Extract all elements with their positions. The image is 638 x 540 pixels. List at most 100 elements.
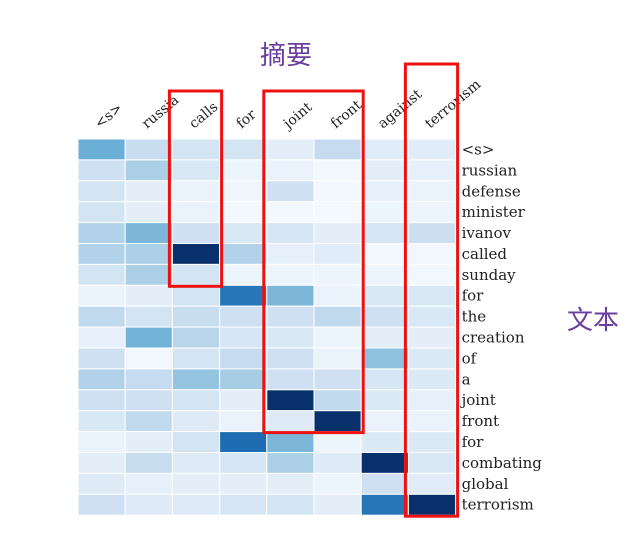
- heatmap-cell: [219, 284, 268, 307]
- heatmap-cell: [407, 284, 457, 307]
- heatmap-cell: [407, 368, 457, 391]
- heatmap-cell: [360, 347, 409, 370]
- heatmap-cell: [266, 368, 315, 391]
- heatmap-cell: [407, 452, 457, 474]
- column-label: russia: [139, 92, 182, 132]
- heatmap-cell: [124, 368, 173, 391]
- row-label: ivanov: [462, 224, 512, 242]
- column-label: for: [233, 107, 259, 133]
- heatmap-cell: [360, 284, 409, 307]
- heatmap-cell: [124, 493, 173, 516]
- row-label: creation: [462, 329, 525, 347]
- heatmap-cell: [124, 201, 173, 224]
- heatmap-cell: [360, 410, 409, 433]
- heatmap-cell: [124, 347, 173, 370]
- heatmap-cell: [313, 452, 362, 474]
- heatmap-cell: [171, 284, 221, 307]
- heatmap-cell: [266, 263, 315, 286]
- row-label: <s>: [462, 140, 495, 158]
- heatmap-cell: [219, 472, 268, 495]
- heatmap-cell: [313, 493, 362, 516]
- heatmap-cell: [77, 305, 126, 328]
- heatmap-cell: [360, 159, 409, 182]
- heatmap-cell: [171, 472, 221, 495]
- heatmap-cell: [77, 201, 126, 224]
- heatmap-cell: [219, 389, 268, 412]
- row-label: called: [462, 245, 508, 263]
- heatmap-cell: [77, 368, 126, 391]
- heatmap-cell: [124, 138, 173, 161]
- heatmap-cell: [360, 201, 409, 224]
- heatmap-cell: [266, 493, 315, 516]
- heatmap-cell: [266, 284, 315, 307]
- heatmap-cell: [124, 222, 173, 245]
- heatmap-cell: [77, 222, 126, 245]
- heatmap-cell: [124, 431, 173, 454]
- column-label: against: [375, 86, 425, 132]
- heatmap-cell: [219, 431, 268, 454]
- heatmap-cell: [360, 222, 409, 245]
- heatmap-cell: [124, 452, 173, 474]
- highlight-box: [403, 62, 460, 518]
- heatmap-cell: [171, 431, 221, 454]
- heatmap-cell: [313, 263, 362, 286]
- heatmap-cell: [77, 452, 126, 474]
- heatmap-cell: [266, 472, 315, 495]
- heatmap-cell: [77, 472, 126, 495]
- column-labels: <s> russia calls for joint front againstterror…: [92, 77, 484, 134]
- heatmap-cell: [219, 222, 268, 245]
- heatmap-cell: [124, 284, 173, 307]
- row-label: terrorism: [462, 496, 534, 514]
- heatmap-cell: [77, 389, 126, 412]
- heatmap-cell: [266, 222, 315, 245]
- heatmap-cell: [171, 222, 221, 245]
- heatmap-cell: [219, 368, 268, 391]
- heatmap-cell: [407, 326, 457, 349]
- heatmap-cell: [407, 180, 457, 203]
- heatmap-cell: [407, 222, 457, 245]
- heatmap-cell: [266, 243, 315, 265]
- heatmap-cell: [219, 410, 268, 433]
- heatmap-cell: [313, 431, 362, 454]
- row-label: for: [462, 433, 485, 451]
- heatmap-cell: [313, 347, 362, 370]
- row-label: global: [462, 475, 509, 493]
- heatmap-cell: [77, 493, 126, 516]
- heatmap-cell: [77, 410, 126, 433]
- heatmap-cell: [266, 138, 315, 161]
- heatmap-cell: [266, 452, 315, 474]
- heatmap-cell: [313, 326, 362, 349]
- highlight-box: [262, 89, 365, 435]
- heatmap-cell: [124, 180, 173, 203]
- heatmap-cell: [171, 493, 221, 516]
- heatmap-cell: [360, 368, 409, 391]
- heatmap-cell: [124, 243, 173, 265]
- heatmap-cell: [219, 326, 268, 349]
- heatmap-cell: [407, 159, 457, 182]
- heatmap-cell: [77, 347, 126, 370]
- heatmap-cell: [313, 368, 362, 391]
- heatmap-cell: [219, 347, 268, 370]
- row-labels: <s> russian defense minister ivanov called sun…: [460, 140, 543, 513]
- heatmap-cell: [313, 138, 362, 161]
- column-label: terrorism: [422, 77, 484, 133]
- heatmap-cell: [266, 180, 315, 203]
- heatmap-cell: [266, 201, 315, 224]
- heatmap-cell: [171, 410, 221, 433]
- heatmap-cell: [219, 263, 268, 286]
- heatmap-cell: [266, 347, 315, 370]
- row-label: defense: [462, 182, 521, 200]
- heatmap-cell: [360, 326, 409, 349]
- heatmap-cell: [407, 263, 457, 286]
- heatmap-cell: [77, 326, 126, 349]
- row-label: combating: [462, 454, 543, 472]
- heatmap-cell: [219, 243, 268, 265]
- heatmap-cell: [313, 180, 362, 203]
- heatmap-cell: [360, 431, 409, 454]
- heatmap-cell: [360, 493, 409, 516]
- row-label: for: [462, 287, 485, 305]
- heatmap-cell: [266, 389, 315, 412]
- heatmap-cell: [360, 180, 409, 203]
- highlight-boxes: [167, 62, 460, 518]
